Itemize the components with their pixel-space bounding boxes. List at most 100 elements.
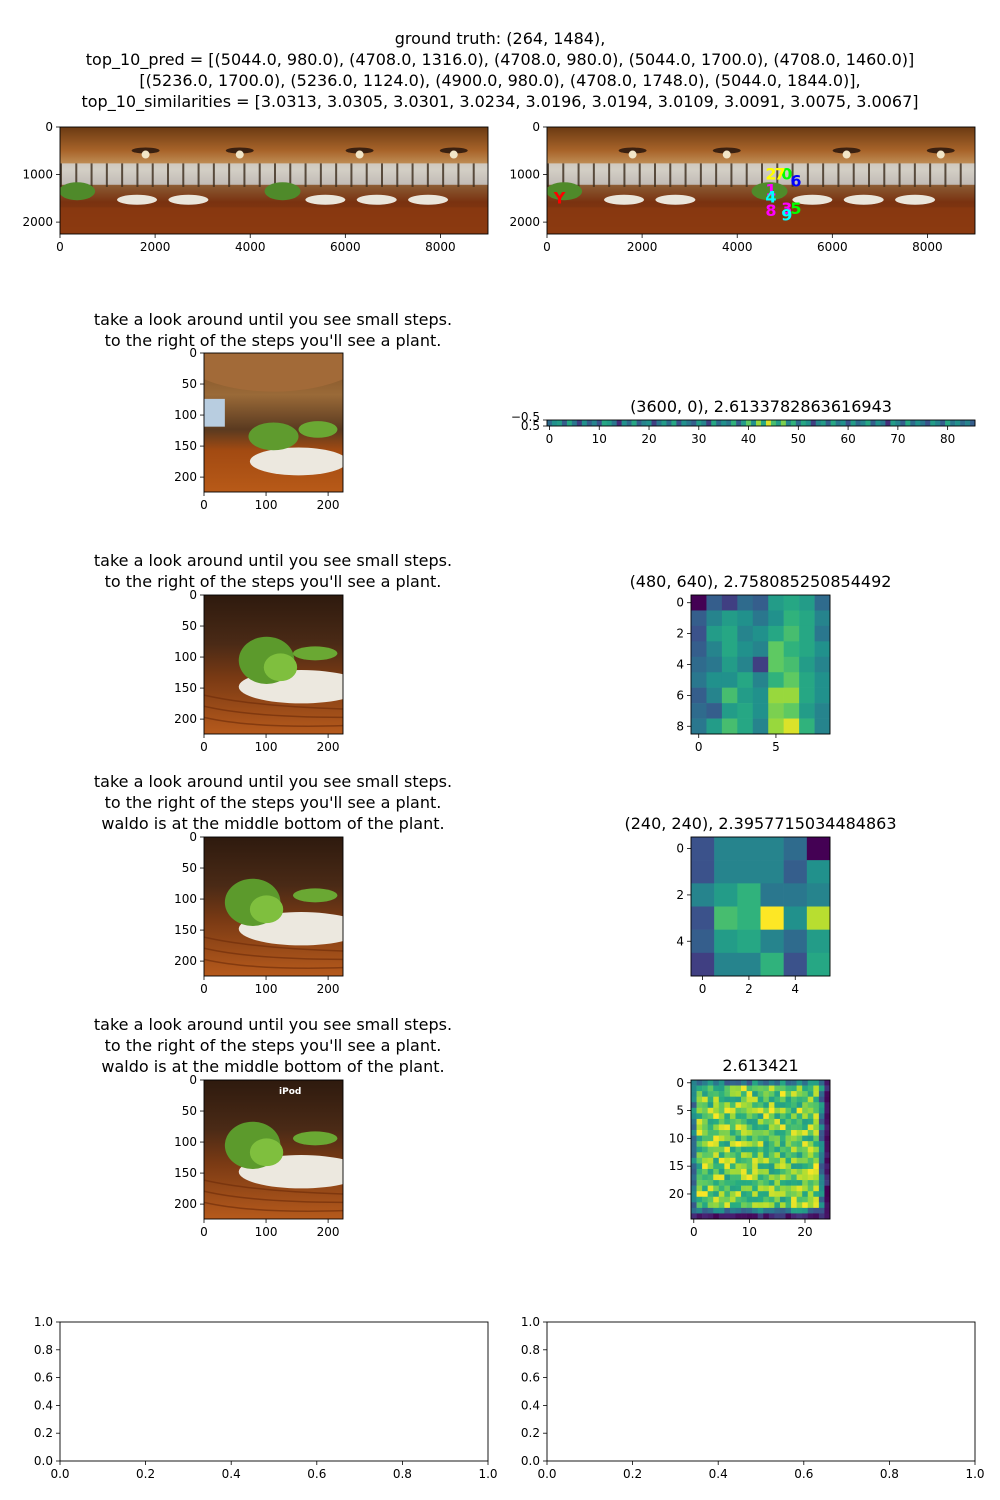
heatmap-cell <box>696 1113 703 1120</box>
heatmap-cell <box>774 1191 781 1198</box>
heatmap-cell <box>870 420 876 427</box>
heatmap-cell <box>813 1196 820 1203</box>
heatmap-cell <box>802 1202 809 1209</box>
y-tick-label: 20 <box>669 1187 684 1201</box>
heatmap-cell <box>718 1130 725 1136</box>
heatmap-cell <box>824 1141 831 1148</box>
heatmap-cell <box>783 687 800 704</box>
heatmap-cell <box>696 1180 703 1186</box>
heatmap-cell <box>779 1080 786 1086</box>
heatmap-cell <box>785 1202 792 1209</box>
heatmap-cell <box>718 1213 725 1220</box>
heatmap-cell <box>721 625 738 642</box>
heatmap-cell <box>799 610 815 627</box>
heatmap-cell <box>791 1135 797 1142</box>
heatmap-cell <box>729 1202 736 1209</box>
heatmap-cell <box>737 906 761 930</box>
heatmap-cell <box>729 1107 736 1114</box>
heatmap-cell <box>796 1124 803 1131</box>
heatmap-cell <box>779 1185 786 1192</box>
x-tick-label: 10 <box>742 1225 757 1239</box>
heatmap-cell <box>746 1202 753 1209</box>
heatmap-cell <box>721 703 738 719</box>
heatmap-cell <box>791 1113 797 1120</box>
heatmap-cell <box>796 1096 803 1103</box>
heatmap-cell <box>805 420 812 427</box>
heatmap-cell <box>768 595 784 611</box>
heatmap-cell <box>606 420 612 427</box>
heatmap-cell <box>802 1113 809 1120</box>
prediction-marker-1: 1 <box>765 181 776 200</box>
heatmap-cell <box>757 1180 764 1186</box>
heatmap-cell <box>813 1174 820 1181</box>
heatmap-cell <box>752 1207 759 1214</box>
heatmap-cell <box>752 1096 759 1103</box>
heatmap-cell <box>915 420 921 427</box>
heatmap-cell <box>791 1152 797 1159</box>
y-tick-label: 50 <box>182 619 197 633</box>
heatmap-cell <box>713 1152 720 1159</box>
heatmap-cell <box>746 420 752 427</box>
heatmap-cell <box>741 1118 747 1125</box>
heatmap-cell <box>779 1113 786 1120</box>
heatmap-cell <box>571 420 578 427</box>
y-tick-label: 10 <box>669 1131 684 1145</box>
heatmap-cell <box>760 929 784 954</box>
heatmap-cell <box>741 1168 747 1175</box>
heatmap-cell <box>691 1085 697 1092</box>
heatmap-cell <box>616 420 622 427</box>
overlay-text-ipod: iPod <box>279 1087 301 1097</box>
view-title-line: take a look around until you see small s… <box>94 1015 452 1034</box>
heatmap-cell <box>737 837 761 861</box>
heatmap-cell <box>741 1185 747 1192</box>
heatmap-cell <box>721 420 727 427</box>
heatmap-cell <box>737 595 754 611</box>
y-tick-label: 150 <box>174 681 197 695</box>
x-tick-label: 200 <box>317 982 340 996</box>
heatmap-cell <box>741 1141 747 1148</box>
heatmap-cell <box>783 641 800 658</box>
heatmap-cell <box>757 1213 764 1220</box>
heatmap-cell <box>707 1213 714 1220</box>
heatmap-cell <box>824 1102 831 1109</box>
heatmap-cell <box>752 1107 759 1114</box>
heatmap-cell <box>802 1130 809 1136</box>
heatmap-cell <box>800 420 807 427</box>
heatmap-cell <box>768 1163 775 1170</box>
heatmap-cell <box>813 1124 820 1131</box>
heatmap-cell <box>696 1085 703 1092</box>
heatmap-cell <box>791 1118 797 1125</box>
heatmap-cell <box>691 1152 697 1159</box>
heatmap-cell <box>785 1113 792 1120</box>
heatmap-cell <box>724 1168 731 1175</box>
x-tick-label: 60 <box>840 432 855 446</box>
heatmap-title: (3600, 0), 2.6133782863616943 <box>630 397 892 416</box>
heatmap-cell <box>818 1085 825 1092</box>
y-tick-label: 0.4 <box>521 1398 540 1412</box>
panel-heatmap-1: (3600, 0), 2.6133782863616943 0 10 20 30 40 50… <box>511 397 976 446</box>
heatmap-cell <box>752 641 769 658</box>
heatmap-cell <box>813 1107 820 1114</box>
heatmap-cell <box>716 420 722 427</box>
heatmap-cell <box>818 1124 825 1131</box>
heatmap-cell <box>763 1152 770 1159</box>
heatmap-cell <box>795 420 802 427</box>
heatmap-cell <box>737 718 754 735</box>
heatmap-cell <box>757 1168 764 1175</box>
heatmap-cell <box>791 1080 797 1086</box>
y-tick-label: 0.2 <box>34 1426 53 1440</box>
heatmap-cell <box>724 1213 731 1220</box>
heatmap-cell <box>735 1146 742 1153</box>
heatmap-cell <box>752 703 769 719</box>
heatmap-cell <box>737 929 761 954</box>
heatmap-cell <box>818 1113 825 1120</box>
heatmap-cell <box>807 1141 814 1148</box>
heatmap-cell <box>691 641 707 658</box>
heatmap-cell <box>807 1146 814 1153</box>
heatmap-cell <box>824 1080 831 1086</box>
heatmap-cell <box>706 718 723 735</box>
axes-frame <box>546 126 976 235</box>
heatmap-cell <box>735 1180 742 1186</box>
heatmap-cell <box>779 1196 786 1203</box>
heatmap-cell <box>713 1102 720 1109</box>
